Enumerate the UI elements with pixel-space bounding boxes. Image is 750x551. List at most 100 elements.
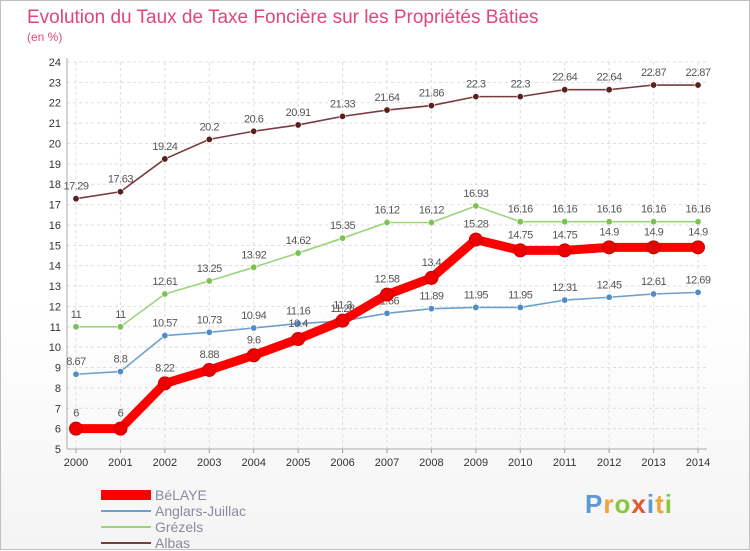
data-point-anglars-juillac: [650, 290, 658, 298]
data-point-albas: [116, 188, 124, 196]
data-point-anglars-juillac: [694, 288, 702, 296]
data-point-grezels: [516, 218, 524, 226]
x-tick-label: 2003: [197, 457, 221, 469]
data-label-albas: 21.86: [419, 88, 444, 100]
legend-label-anglars-juillac: Anglars-Juillac: [155, 503, 247, 519]
logo-letter: i: [664, 489, 673, 519]
data-label-albas: 22.64: [597, 72, 622, 84]
y-tick-label: 18: [49, 179, 61, 191]
data-label-anglars-juillac: 11.95: [464, 289, 489, 301]
y-tick-label: 16: [49, 220, 61, 232]
data-label-grezels: 16.16: [641, 204, 666, 216]
y-tick-label: 10: [49, 342, 61, 354]
legend-label-albas: Albas: [155, 535, 191, 551]
data-label-grezels: 16.12: [374, 205, 399, 217]
data-point-belaye: [557, 243, 572, 258]
data-point-belaye: [691, 240, 705, 255]
legend-item-grezels: Grézels: [101, 519, 246, 535]
data-point-albas: [383, 106, 391, 114]
data-label-belaye: 13.4: [422, 257, 442, 269]
data-point-grezels: [250, 263, 258, 271]
data-point-anglars-juillac: [472, 303, 480, 311]
data-point-grezels: [427, 219, 435, 227]
data-point-anglars-juillac: [116, 368, 124, 376]
legend: BéLAYE Anglars-Juillac Grézels Albas: [101, 487, 246, 551]
data-point-belaye: [113, 421, 128, 436]
legend-item-albas: Albas: [101, 535, 246, 551]
y-tick-label: 19: [49, 159, 61, 171]
data-point-belaye: [424, 270, 439, 285]
data-point-grezels: [650, 218, 658, 226]
x-tick-label: 2009: [464, 457, 488, 469]
data-label-belaye: 10.4: [288, 318, 308, 330]
data-point-grezels: [694, 218, 702, 226]
data-point-anglars-juillac: [294, 320, 302, 328]
data-label-grezels: 16.16: [552, 204, 577, 216]
data-point-albas: [605, 86, 613, 94]
data-label-albas: 22.87: [641, 67, 666, 79]
data-label-albas: 21.33: [330, 98, 355, 110]
y-tick-label: 11: [50, 322, 61, 334]
data-point-anglars-juillac: [383, 309, 391, 317]
data-label-grezels: 14.62: [286, 235, 311, 247]
legend-item-anglars-juillac: Anglars-Juillac: [101, 503, 246, 519]
data-point-albas: [561, 86, 569, 94]
y-tick-label: 17: [49, 200, 61, 212]
legend-swatch-anglars-juillac: [101, 510, 151, 512]
data-label-belaye: 14.9: [599, 226, 619, 238]
data-label-belaye: 6: [118, 408, 124, 420]
data-point-albas: [516, 93, 524, 101]
data-point-albas: [205, 135, 213, 143]
data-label-anglars-juillac: 12.61: [641, 276, 666, 288]
data-point-grezels: [561, 218, 569, 226]
chart-subtitle: (en %): [27, 30, 63, 44]
data-point-albas: [472, 93, 480, 101]
x-tick-label: 2011: [553, 457, 577, 469]
legend-swatch-albas: [101, 542, 151, 544]
data-point-anglars-juillac: [605, 293, 613, 301]
data-point-belaye: [602, 240, 617, 255]
y-tick-label: 7: [55, 403, 61, 415]
data-label-albas: 20.6: [244, 113, 264, 125]
proxiti-logo: Proxiti: [585, 489, 673, 520]
data-point-albas: [161, 155, 169, 163]
data-point-grezels: [116, 323, 124, 331]
data-label-grezels: 15.35: [330, 220, 355, 232]
data-label-belaye: 11.3: [333, 300, 352, 312]
x-tick-label: 2002: [153, 457, 177, 469]
data-point-albas: [294, 121, 302, 129]
data-label-grezels: 13.25: [197, 263, 222, 275]
y-tick-label: 21: [49, 118, 61, 130]
legend-label-grezels: Grézels: [155, 519, 204, 535]
data-point-anglars-juillac: [516, 303, 524, 311]
data-label-grezels: 11: [71, 309, 82, 321]
logo-letter: P: [585, 489, 604, 519]
y-tick-label: 24: [49, 57, 61, 69]
data-label-anglars-juillac: 12.69: [685, 274, 710, 286]
data-point-belaye: [202, 362, 217, 377]
data-point-belaye: [69, 421, 83, 436]
data-point-albas: [250, 127, 258, 135]
data-point-belaye: [380, 287, 394, 302]
data-point-belaye: [246, 348, 261, 363]
data-point-anglars-juillac: [72, 370, 80, 378]
y-tick-label: 15: [49, 240, 61, 252]
legend-label-belaye: BéLAYE: [155, 487, 207, 503]
data-label-albas: 17.29: [63, 181, 88, 193]
y-tick-label: 5: [55, 444, 61, 456]
legend-item-belaye: BéLAYE: [101, 487, 246, 503]
data-label-grezels: 16.16: [597, 204, 622, 216]
data-label-albas: 20.2: [200, 121, 220, 133]
data-label-grezels: 16.16: [685, 204, 710, 216]
data-point-grezels: [472, 202, 480, 210]
y-tick-label: 9: [55, 363, 61, 375]
data-point-belaye: [291, 332, 306, 347]
data-label-albas: 22.3: [466, 79, 486, 91]
data-point-anglars-juillac: [427, 305, 435, 313]
chart-title: Evolution du Taux de Taxe Foncière sur l…: [27, 7, 539, 28]
data-label-albas: 19.24: [152, 141, 177, 153]
data-label-albas: 20.91: [286, 107, 311, 119]
data-label-albas: 22.87: [685, 67, 710, 79]
